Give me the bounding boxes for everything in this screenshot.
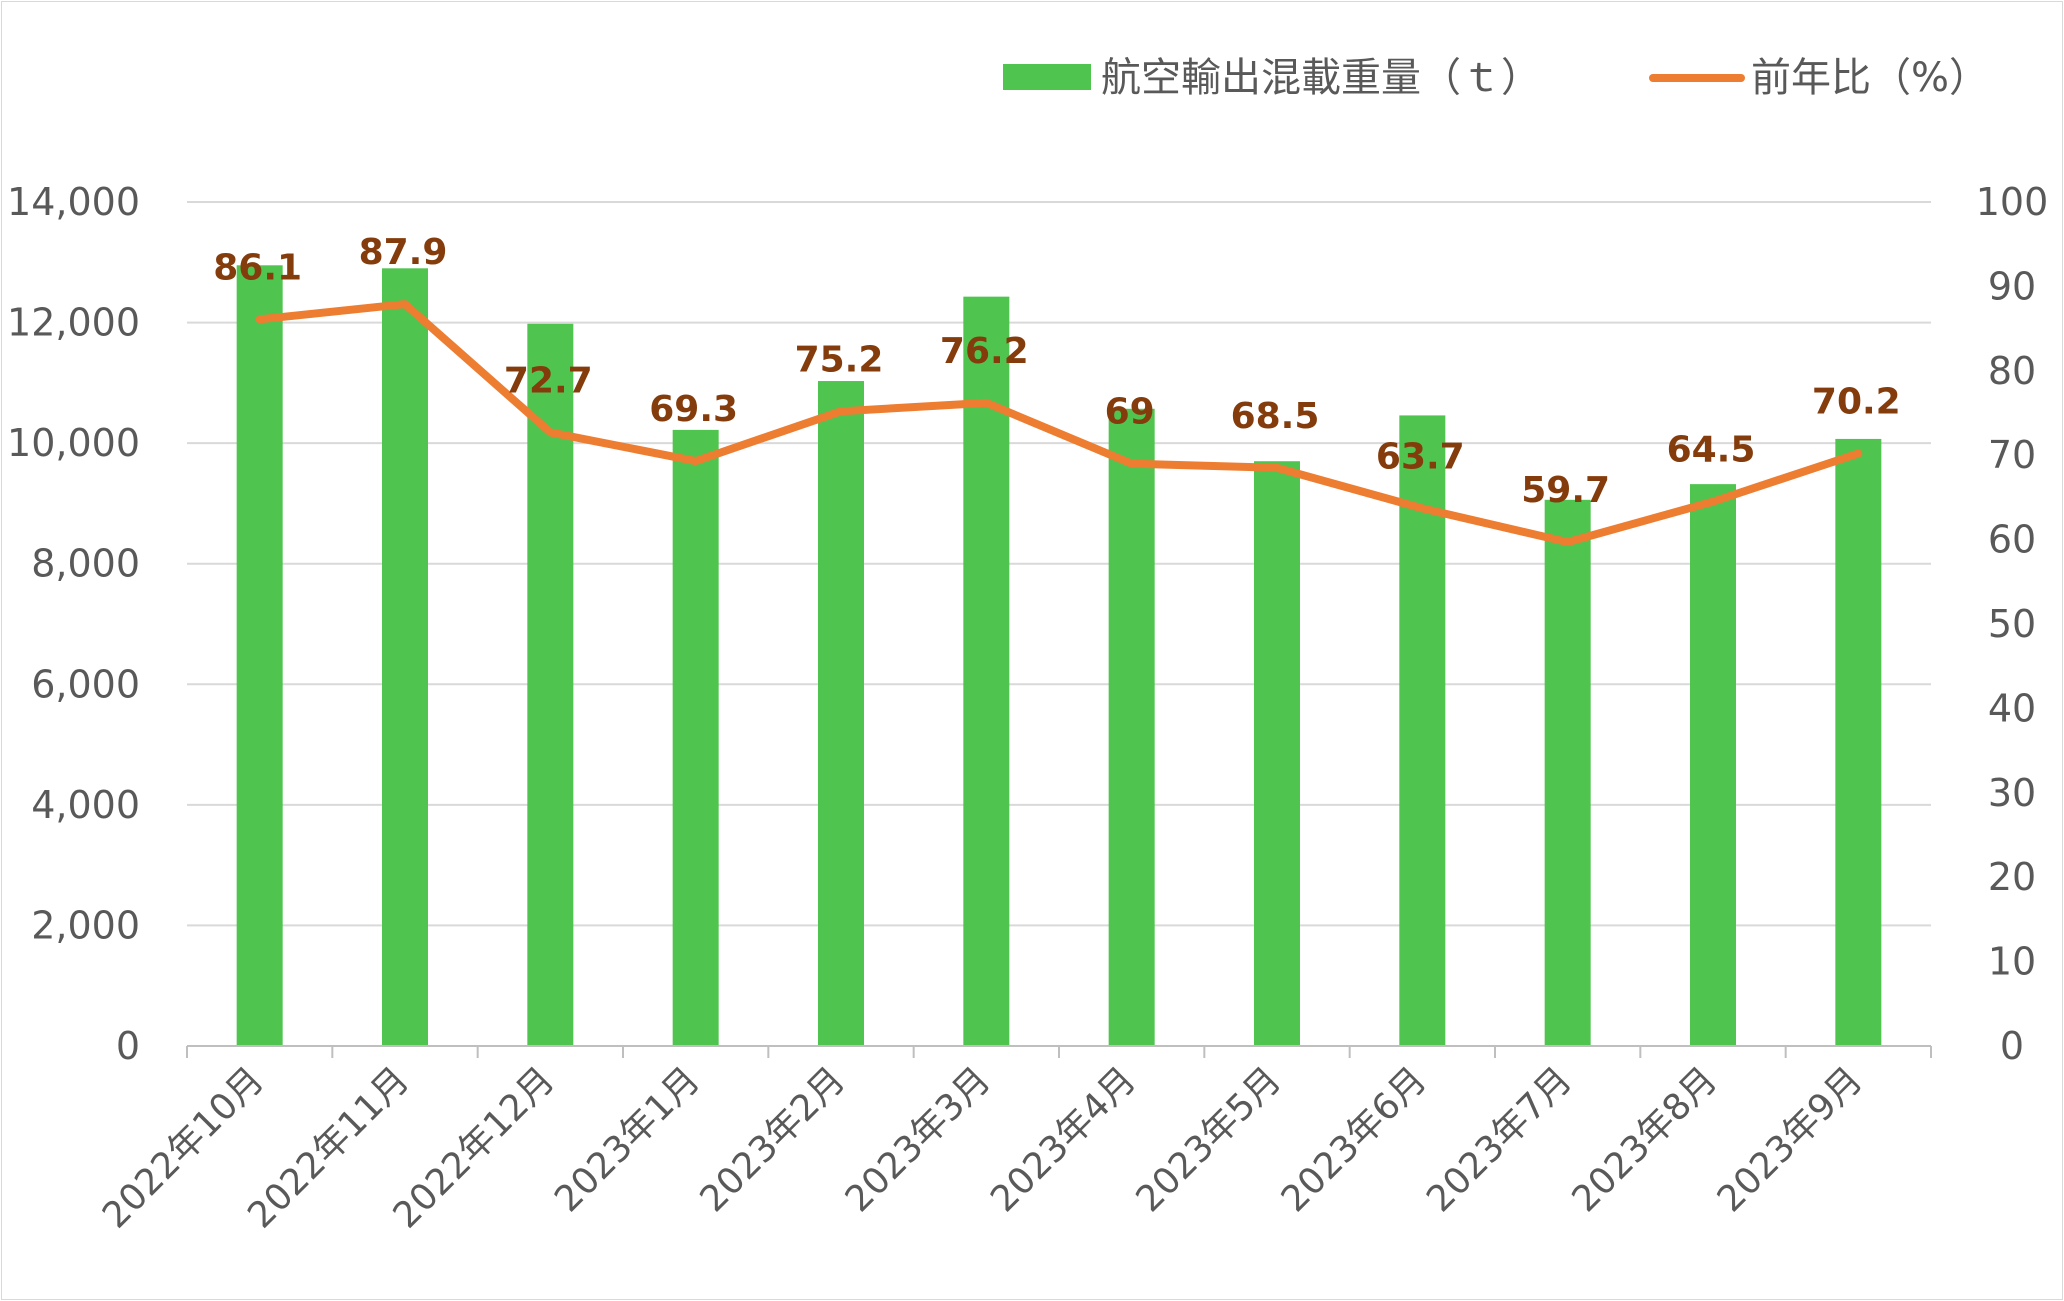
bar	[672, 429, 719, 1046]
x-tick-label: 2023年4月	[983, 1059, 1144, 1220]
bar	[1399, 415, 1446, 1046]
data-label: 64.5	[1667, 430, 1756, 471]
y-right-tick-label: 60	[1988, 518, 2036, 562]
y-left-tick-label: 8,000	[31, 542, 140, 586]
y-axis-left-ticks: 0 2,000 4,000 6,000 8,000 10,000 12,000 14,000	[7, 180, 140, 1068]
x-tick-label: 2023年1月	[547, 1059, 708, 1220]
y-left-tick-label: 12,000	[7, 301, 140, 345]
y-axis-right-ticks: 0 10 20 30 40 50 60 70 80 90 100	[1976, 180, 2049, 1068]
y-right-tick-label: 70	[1988, 433, 2036, 477]
bar	[1835, 438, 1882, 1046]
data-label: 69.3	[649, 389, 738, 430]
legend: 航空輸出混載重量（ｔ） 前年比（%）	[1003, 55, 1989, 101]
y-right-tick-label: 100	[1976, 180, 2049, 224]
gridlines	[187, 201, 1931, 927]
line-series	[255, 300, 1863, 547]
bar	[527, 323, 574, 1047]
y-left-tick-label: 14,000	[7, 180, 140, 224]
y-left-tick-label: 10,000	[7, 421, 140, 465]
y-left-tick-label: 4,000	[31, 783, 140, 827]
y-left-tick-label: 2,000	[31, 903, 140, 947]
data-label: 70.2	[1812, 382, 1901, 423]
legend-label-line: 前年比（%）	[1751, 55, 1989, 101]
bar	[1544, 499, 1591, 1047]
data-label: 68.5	[1231, 396, 1320, 437]
bar	[236, 265, 283, 1046]
data-label: 75.2	[795, 339, 884, 380]
data-label: 63.7	[1376, 436, 1465, 477]
y-left-tick-label: 0	[116, 1024, 140, 1068]
x-tick-label: 2023年6月	[1274, 1059, 1435, 1220]
bar	[963, 296, 1010, 1046]
bar	[818, 381, 864, 1046]
x-tick-label: 2023年8月	[1564, 1059, 1725, 1220]
bar	[382, 268, 428, 1046]
data-label: 72.7	[504, 360, 593, 401]
y-right-tick-label: 0	[2000, 1024, 2024, 1068]
x-tick-label: 2023年9月	[1710, 1059, 1871, 1220]
bar	[1690, 484, 1736, 1046]
x-axis: 2022年10月2022年11月2022年12月2023年1月2023年2月20…	[95, 1045, 1932, 1236]
data-labels: 86.1 87.9 72.7 69.3 75.2 76.2 69 68.5 63.7 59.7 64…	[213, 232, 1900, 511]
bar	[1108, 408, 1155, 1046]
data-label: 59.7	[1521, 470, 1610, 511]
y-right-tick-label: 30	[1988, 771, 2036, 815]
x-tick-label: 2023年3月	[838, 1059, 999, 1220]
y-right-tick-label: 20	[1988, 855, 2036, 899]
bar-series	[236, 265, 1882, 1047]
line-path	[255, 300, 1863, 547]
data-label: 87.9	[359, 232, 448, 273]
y-right-tick-label: 40	[1988, 686, 2036, 730]
legend-label-bar: 航空輸出混載重量（ｔ）	[1101, 55, 1541, 101]
data-label: 76.2	[940, 331, 1029, 372]
y-left-tick-label: 6,000	[31, 662, 140, 706]
x-tick-label: 2023年7月	[1419, 1059, 1580, 1220]
y-right-tick-label: 50	[1988, 602, 2036, 646]
legend-swatch-bar	[1003, 64, 1091, 90]
bar	[1254, 461, 1300, 1046]
data-label: 86.1	[213, 247, 302, 288]
y-right-tick-label: 90	[1988, 264, 2036, 308]
data-label: 69	[1105, 392, 1155, 433]
y-right-tick-label: 80	[1988, 349, 2036, 393]
x-tick-label: 2023年2月	[692, 1059, 853, 1220]
x-tick-label: 2023年5月	[1128, 1059, 1289, 1220]
y-right-tick-label: 10	[1988, 940, 2036, 984]
